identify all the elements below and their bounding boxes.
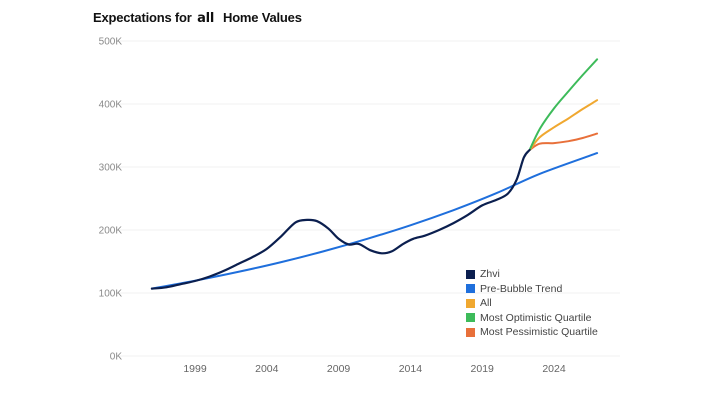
- y-axis: 500K 400K 300K 200K 100K 0K: [99, 37, 123, 363]
- series-line-most-optimistic-quartile: [528, 58, 599, 151]
- y-tick-label: 100K: [99, 289, 123, 300]
- legend-label: Most Pessimistic Quartile: [480, 326, 598, 339]
- legend-label: Pre-Bubble Trend: [480, 282, 563, 295]
- y-tick-label: 400K: [99, 100, 123, 111]
- chart-title: Expectations for all Home Values: [93, 10, 302, 26]
- legend-swatch: [466, 269, 475, 279]
- legend-item: Zhvi: [466, 267, 598, 282]
- chart-title-part3: Home Values: [223, 10, 302, 25]
- x-axis: 1999 2004 2009 2014 2019 2024: [183, 363, 566, 375]
- legend-label: Most Optimistic Quartile: [480, 311, 592, 324]
- x-tick-label: 2014: [399, 363, 423, 375]
- series-line-all: [528, 99, 599, 151]
- legend-label: Zhvi: [480, 268, 500, 281]
- legend-swatch: [466, 284, 475, 294]
- y-tick-label: 200K: [99, 226, 123, 237]
- gridlines: [118, 40, 620, 357]
- x-tick-label: 2004: [255, 363, 279, 375]
- chart-title-part2: all: [197, 11, 215, 26]
- x-tick-label: 2009: [327, 363, 351, 375]
- legend-swatch: [466, 313, 475, 323]
- legend-item: Most Optimistic Quartile: [466, 311, 598, 326]
- legend-swatch: [466, 327, 475, 337]
- chart-legend: Zhvi Pre-Bubble Trend All Most Optimistic Q…: [466, 267, 598, 340]
- series-line-zhvi: [150, 148, 531, 290]
- x-tick-label: 2024: [542, 363, 566, 375]
- chart-title-part1: Expectations for: [93, 10, 192, 25]
- legend-label: All: [480, 297, 492, 310]
- legend-swatch: [466, 298, 475, 308]
- legend-item: All: [466, 296, 598, 311]
- series-line-pre-bubble-trend: [150, 152, 599, 290]
- y-tick-label: 500K: [99, 37, 123, 48]
- legend-item: Most Pessimistic Quartile: [466, 325, 598, 340]
- y-tick-label: 300K: [99, 163, 123, 174]
- series-lines: [150, 58, 599, 290]
- y-tick-label: 0K: [110, 352, 123, 363]
- x-tick-label: 2019: [471, 363, 495, 375]
- legend-item: Pre-Bubble Trend: [466, 282, 598, 297]
- x-tick-label: 1999: [183, 363, 207, 375]
- series-line-most-pessimistic-quartile: [528, 132, 599, 151]
